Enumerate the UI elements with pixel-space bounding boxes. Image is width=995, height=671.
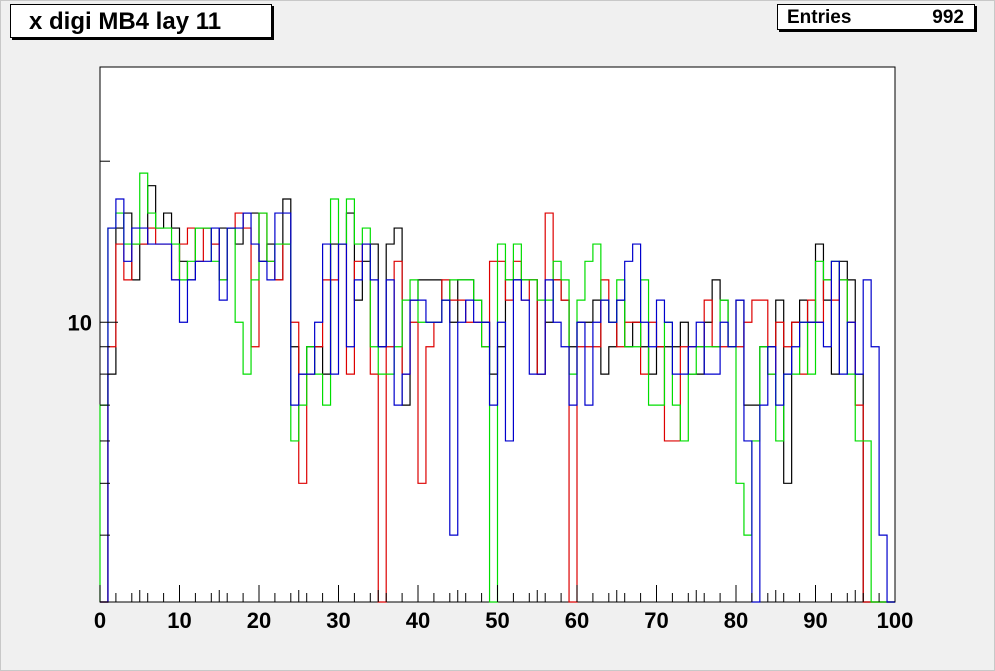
stats-box: Entries 992 (777, 4, 975, 30)
x-tick-label: 30 (326, 608, 350, 633)
chart-title-box: x digi MB4 lay 11 (10, 4, 272, 38)
x-tick-label: 50 (485, 608, 509, 633)
chart-title: x digi MB4 lay 11 (29, 8, 222, 35)
x-tick-label: 100 (877, 608, 914, 633)
axis-layer: 0 10 20 30 40 50 60 70 80 90 100 10 (68, 66, 914, 633)
x-tick-label: 60 (565, 608, 589, 633)
x-tick-label: 20 (247, 608, 271, 633)
x-tick-label: 90 (803, 608, 827, 633)
histogram-series-3 (100, 198, 895, 603)
stats-entries-value: 992 (932, 7, 964, 28)
x-tick-label: 70 (644, 608, 668, 633)
x-tick-label: 0 (94, 608, 106, 633)
series-layer (99, 172, 895, 603)
stats-entries-label: Entries (787, 7, 852, 28)
x-tick-label: 10 (167, 608, 191, 633)
x-tick-label: 40 (406, 608, 430, 633)
x-tick-label: 80 (724, 608, 748, 633)
y-tick-label: 10 (68, 310, 92, 335)
